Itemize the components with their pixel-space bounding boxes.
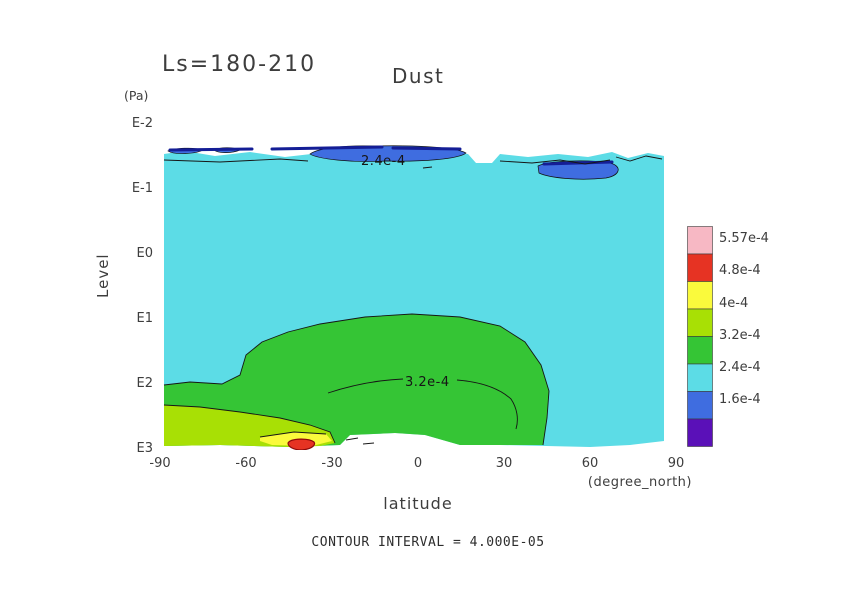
x-tick-label: 60	[581, 456, 599, 471]
y-axis-unit: (Pa)	[124, 88, 149, 103]
x-tick-label: -30	[321, 456, 343, 471]
field-red-region	[287, 438, 316, 450]
contour-line-inner	[327, 378, 404, 394]
colorbar-segment	[687, 336, 713, 365]
y-tick-label: E2	[136, 376, 154, 391]
contour-interval-note: CONTOUR INTERVAL = 4.000E-05	[311, 535, 545, 550]
colorbar-label: 4.8e-4	[719, 263, 761, 278]
x-tick-label: 90	[667, 456, 685, 471]
y-tick-label: E1	[136, 311, 154, 326]
field-green-region	[164, 314, 549, 447]
colorbar-segment	[687, 308, 713, 337]
x-axis-unit: (degree_north)	[587, 475, 692, 490]
contour-label-lower: 3.2e-4	[405, 375, 450, 390]
x-tick-label: -60	[235, 456, 257, 471]
x-tick-label: -90	[149, 456, 171, 471]
plot-title: Dust	[392, 64, 445, 88]
navy-streak	[391, 146, 462, 151]
contour-dash	[422, 166, 433, 169]
y-tick-label: E3	[136, 441, 154, 456]
x-tick-label: 0	[413, 456, 423, 471]
colorbar-segment	[687, 226, 713, 255]
colorbar-segment	[687, 363, 713, 392]
navy-streak	[168, 147, 254, 152]
y-axis-label: Level	[94, 253, 112, 298]
colorbar-segment	[687, 418, 713, 447]
y-tick-label: E0	[136, 246, 154, 261]
contour-line-lower	[163, 404, 336, 444]
colorbar-segment	[687, 391, 713, 420]
colorbar-segment	[687, 281, 713, 310]
contour-plot-canvas: 2.4e-4 3.2e-4	[163, 145, 664, 450]
contour-label-upper: 2.4e-4	[361, 154, 406, 169]
contour-line-upper	[163, 158, 309, 163]
contour-line-lower	[259, 431, 327, 438]
colorbar-label: 4e-4	[719, 296, 749, 311]
colorbar-label: 1.6e-4	[719, 392, 761, 407]
colorbar-label: 3.2e-4	[719, 328, 761, 343]
colorbar-segment	[687, 253, 713, 282]
colorbar-label: 5.57e-4	[719, 231, 769, 246]
contour-dash	[345, 437, 359, 441]
x-axis-label: latitude	[383, 494, 453, 513]
x-tick-label: 30	[495, 456, 513, 471]
plot-subtitle-ls: Ls=180-210	[162, 52, 317, 77]
y-tick-label: E-2	[131, 116, 153, 131]
navy-streak	[270, 145, 384, 151]
y-tick-label: E-1	[131, 181, 153, 196]
contour-dash	[362, 442, 375, 445]
contour-line-blob	[163, 313, 550, 446]
contour-line-upper	[615, 155, 663, 162]
contour-line-inner	[456, 379, 518, 430]
contour-line-upper	[499, 159, 611, 165]
colorbar-label: 2.4e-4	[719, 360, 761, 375]
colorbar	[687, 226, 713, 447]
